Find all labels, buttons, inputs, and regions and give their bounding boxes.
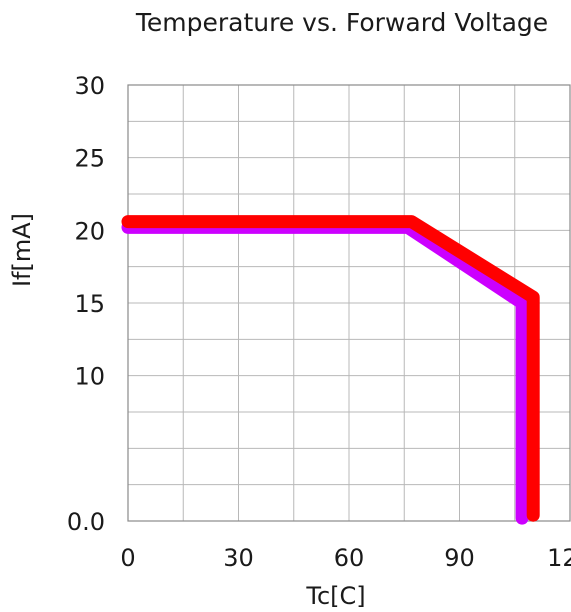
y-tick-label: 0.0	[67, 508, 105, 536]
y-tick-label: 20	[74, 217, 105, 245]
y-tick-labels: 0.0 10 15 20 25 30	[67, 72, 105, 536]
series-line-2	[121, 215, 540, 522]
x-tick-label: 60	[334, 544, 365, 572]
plot-frame	[127, 84, 571, 522]
y-axis-label: If[mA]	[8, 213, 36, 287]
x-tick-labels: 0 30 60 90 120	[120, 544, 571, 572]
x-axis-label: Tc[C]	[305, 582, 365, 610]
series-line-1	[121, 220, 529, 525]
y-tick-label: 25	[74, 145, 105, 173]
chart-title: Temperature vs. Forward Voltage	[135, 8, 548, 37]
y-tick-label: 30	[74, 72, 105, 100]
x-tick-label: 120	[547, 544, 571, 572]
x-tick-label: 90	[444, 544, 475, 572]
y-tick-label: 10	[74, 363, 105, 391]
y-tick-label: 15	[74, 290, 105, 318]
grid	[128, 85, 570, 521]
series-layer	[121, 215, 540, 525]
x-tick-label: 0	[120, 544, 135, 572]
x-tick-label: 30	[223, 544, 254, 572]
